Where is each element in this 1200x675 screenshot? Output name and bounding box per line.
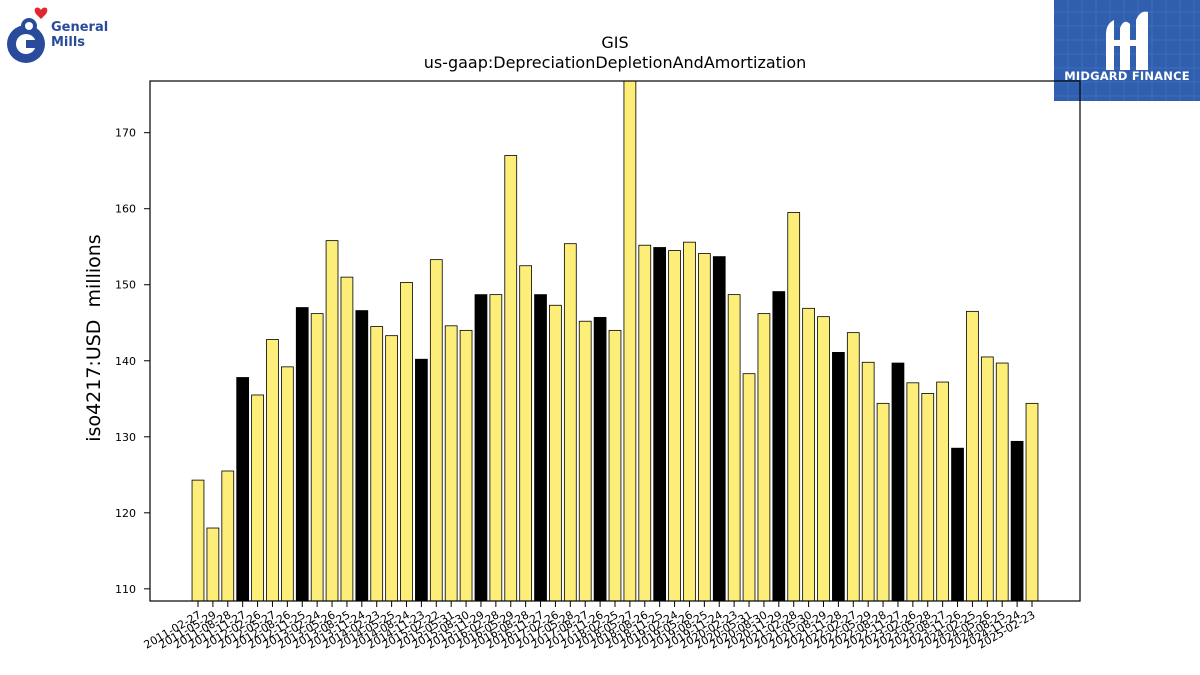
bar-2014-08-24 (400, 282, 413, 602)
bar-2021-08-29 (817, 316, 830, 602)
bar-2020-02-23 (727, 294, 741, 602)
bar-2023-05-28 (921, 393, 935, 602)
x-axis: 2011-02-272011-05-292011-08-282011-11-27… (142, 601, 1038, 652)
bar-2020-08-30 (757, 313, 771, 602)
y-axis: 110 120 130 140 150 160 170 (115, 127, 150, 596)
bar-2015-05-31 (444, 325, 458, 602)
bar-2018-05-27 (623, 80, 637, 602)
bar-2017-08-27 (578, 320, 592, 602)
y-tick-label: 130 (115, 431, 136, 444)
y-tick-label: 170 (115, 127, 136, 140)
bar-2012-05-27 (266, 339, 279, 602)
bar-2021-02-28 (787, 212, 801, 602)
bar-2022-08-28 (876, 402, 890, 602)
bar-2012-02-26 (251, 394, 264, 602)
bar-2011-08-28 (221, 470, 235, 602)
bar-2015-02-22 (429, 259, 443, 602)
bar-2015-11-29 (474, 294, 488, 602)
bar-2020-11-29 (772, 291, 786, 602)
bar-2024-08-25 (995, 362, 1009, 602)
bars-layer (191, 80, 1039, 602)
bar-2021-11-28 (832, 351, 845, 602)
bar-2023-08-27 (936, 381, 950, 602)
bar-2019-02-24 (668, 250, 681, 602)
bar-2017-11-26 (593, 317, 607, 602)
general-mills-line1: General (51, 20, 109, 35)
bar-2017-02-26 (549, 304, 562, 602)
bar-2016-02-28 (489, 294, 503, 602)
bar-2020-05-31 (742, 373, 756, 602)
midgard-finance-logo: MIDGARD FINANCE (1054, 0, 1200, 101)
bar-2013-02-24 (310, 313, 324, 602)
bar-2018-02-25 (608, 329, 622, 602)
bar-2022-02-27 (846, 332, 860, 602)
general-mills-line2: Mills (51, 35, 86, 50)
bar-2016-08-28 (519, 265, 533, 602)
bar-2023-02-26 (906, 382, 920, 602)
y-axis-label: iso4217:USD millions (83, 234, 105, 441)
bar-2012-08-26 (280, 366, 294, 602)
bar-2013-11-24 (355, 310, 369, 602)
bar-2016-05-29 (504, 155, 518, 602)
bar-2011-11-27 (236, 377, 250, 602)
bar-2018-11-25 (653, 247, 667, 602)
bar-2016-11-27 (534, 294, 547, 602)
bar-2011-02-27 (191, 479, 205, 602)
bar-2024-02-25 (966, 310, 979, 602)
bar-2025-02-23 (1025, 402, 1039, 602)
y-tick-label: 150 (115, 279, 136, 292)
bar-2022-05-29 (861, 361, 875, 602)
bar-2013-08-25 (340, 276, 354, 602)
midgard-finance-icon (1054, 0, 1200, 101)
y-tick-label: 120 (115, 507, 136, 520)
bar-2023-11-26 (951, 447, 964, 602)
chart-title: GIS (601, 33, 628, 52)
plot-frame (149, 80, 1081, 602)
bar-2012-11-25 (295, 307, 309, 602)
y-tick-label: 140 (115, 355, 136, 368)
bar-2014-05-25 (385, 335, 398, 602)
bar-2014-02-23 (370, 326, 384, 602)
bar-2018-08-26 (638, 244, 652, 602)
y-tick-label: 110 (115, 583, 136, 596)
bar-2019-05-26 (683, 241, 696, 602)
bar-2021-05-30 (802, 307, 815, 602)
y-tick-label: 160 (115, 203, 136, 216)
bar-2022-11-27 (891, 362, 905, 602)
bar-2019-11-24 (712, 256, 726, 602)
bar-2015-08-30 (459, 329, 473, 602)
bar-2017-05-28 (563, 243, 577, 602)
chart-subtitle: us-gaap:DepreciationDepletionAndAmortiza… (424, 53, 807, 72)
bar-2011-05-29 (206, 527, 220, 602)
bar-2024-11-24 (1010, 440, 1024, 602)
bar-2013-05-26 (325, 240, 339, 602)
general-mills-g-heart-icon (7, 7, 48, 63)
bar-2014-11-23 (415, 358, 428, 602)
midgard-finance-text: MIDGARD FINANCE (1064, 69, 1190, 83)
bar-2019-08-25 (698, 253, 711, 602)
bar-2024-05-26 (980, 356, 994, 602)
general-mills-logo: General Mills (4, 4, 124, 68)
